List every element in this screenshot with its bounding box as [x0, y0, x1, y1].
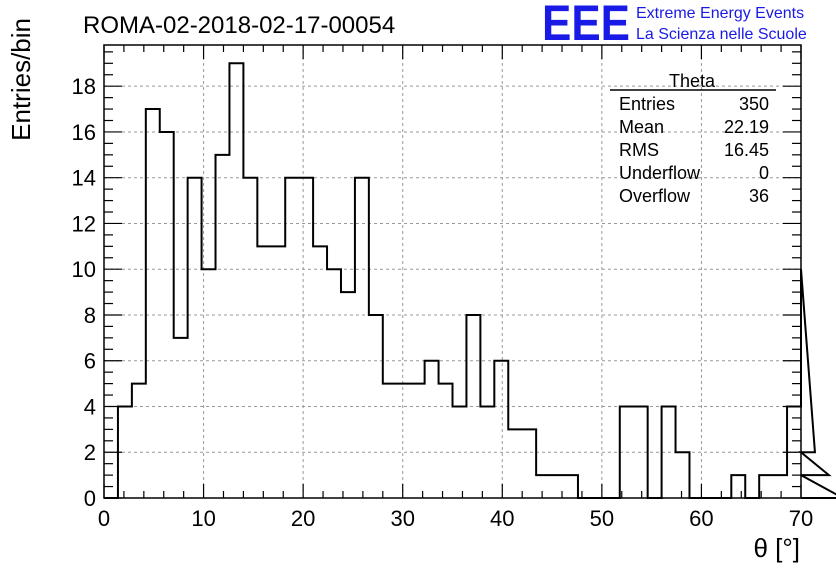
stats-box: Theta Entries 350 Mean 22.19 RMS 16.45 Underfl…	[610, 71, 776, 206]
y-tick-label: 18	[72, 74, 96, 99]
stats-row-label: RMS	[619, 140, 659, 160]
stats-row-value: 0	[759, 163, 769, 183]
x-axis-label: θ [°]	[753, 533, 800, 563]
y-tick-label: 0	[84, 486, 96, 511]
y-tick-label: 16	[72, 120, 96, 145]
x-tick-label: 40	[490, 506, 514, 531]
x-tick-label: 10	[191, 506, 215, 531]
x-tick-label: 0	[98, 506, 110, 531]
y-tick-label: 8	[84, 303, 96, 328]
stats-rows: Entries 350 Mean 22.19 RMS 16.45 Underflow 0 Ove…	[619, 94, 769, 206]
x-tick-label: 20	[291, 506, 315, 531]
y-tick-label: 10	[72, 257, 96, 282]
y-tick-label: 6	[84, 349, 96, 374]
eee-logo: EEE Extreme Energy Events La Scienza nel…	[542, 0, 807, 51]
logo-mark: EEE	[542, 0, 630, 51]
plot-frame	[103, 44, 802, 499]
stats-row-label: Overflow	[619, 186, 691, 206]
x-tick-labels: 0 10 20 30 40 50 60 70	[98, 506, 813, 531]
histogram-line	[104, 62, 836, 499]
y-tick-label: 4	[84, 394, 96, 419]
x-tick-label: 70	[789, 506, 813, 531]
x-tick-label: 30	[390, 506, 414, 531]
stats-row-value: 350	[739, 94, 769, 114]
chart-title: ROMA-02-2018-02-17-00054	[83, 12, 395, 39]
y-tick-labels: 0 2 4 6 8 10 12 14 16 18	[72, 74, 96, 511]
logo-line1: Extreme Energy Events	[636, 5, 804, 22]
stats-row-label: Entries	[619, 94, 675, 114]
y-axis-label: Entries/bin	[6, 18, 36, 141]
y-tick-label: 12	[72, 211, 96, 236]
stats-title: Theta	[669, 71, 716, 91]
y-tick-label: 2	[84, 440, 96, 465]
stats-row-label: Underflow	[619, 163, 701, 183]
stats-row-value: 16.45	[724, 140, 769, 160]
stats-row-value: 22.19	[724, 117, 769, 137]
x-tick-label: 60	[689, 506, 713, 531]
stats-row-label: Mean	[619, 117, 664, 137]
stats-row-value: 36	[749, 186, 769, 206]
y-tick-label: 14	[72, 166, 96, 191]
axis-ticks	[103, 45, 802, 499]
logo-line2: La Scienza nelle Scuole	[636, 26, 807, 43]
x-tick-label: 50	[590, 506, 614, 531]
grid-lines	[104, 45, 801, 498]
